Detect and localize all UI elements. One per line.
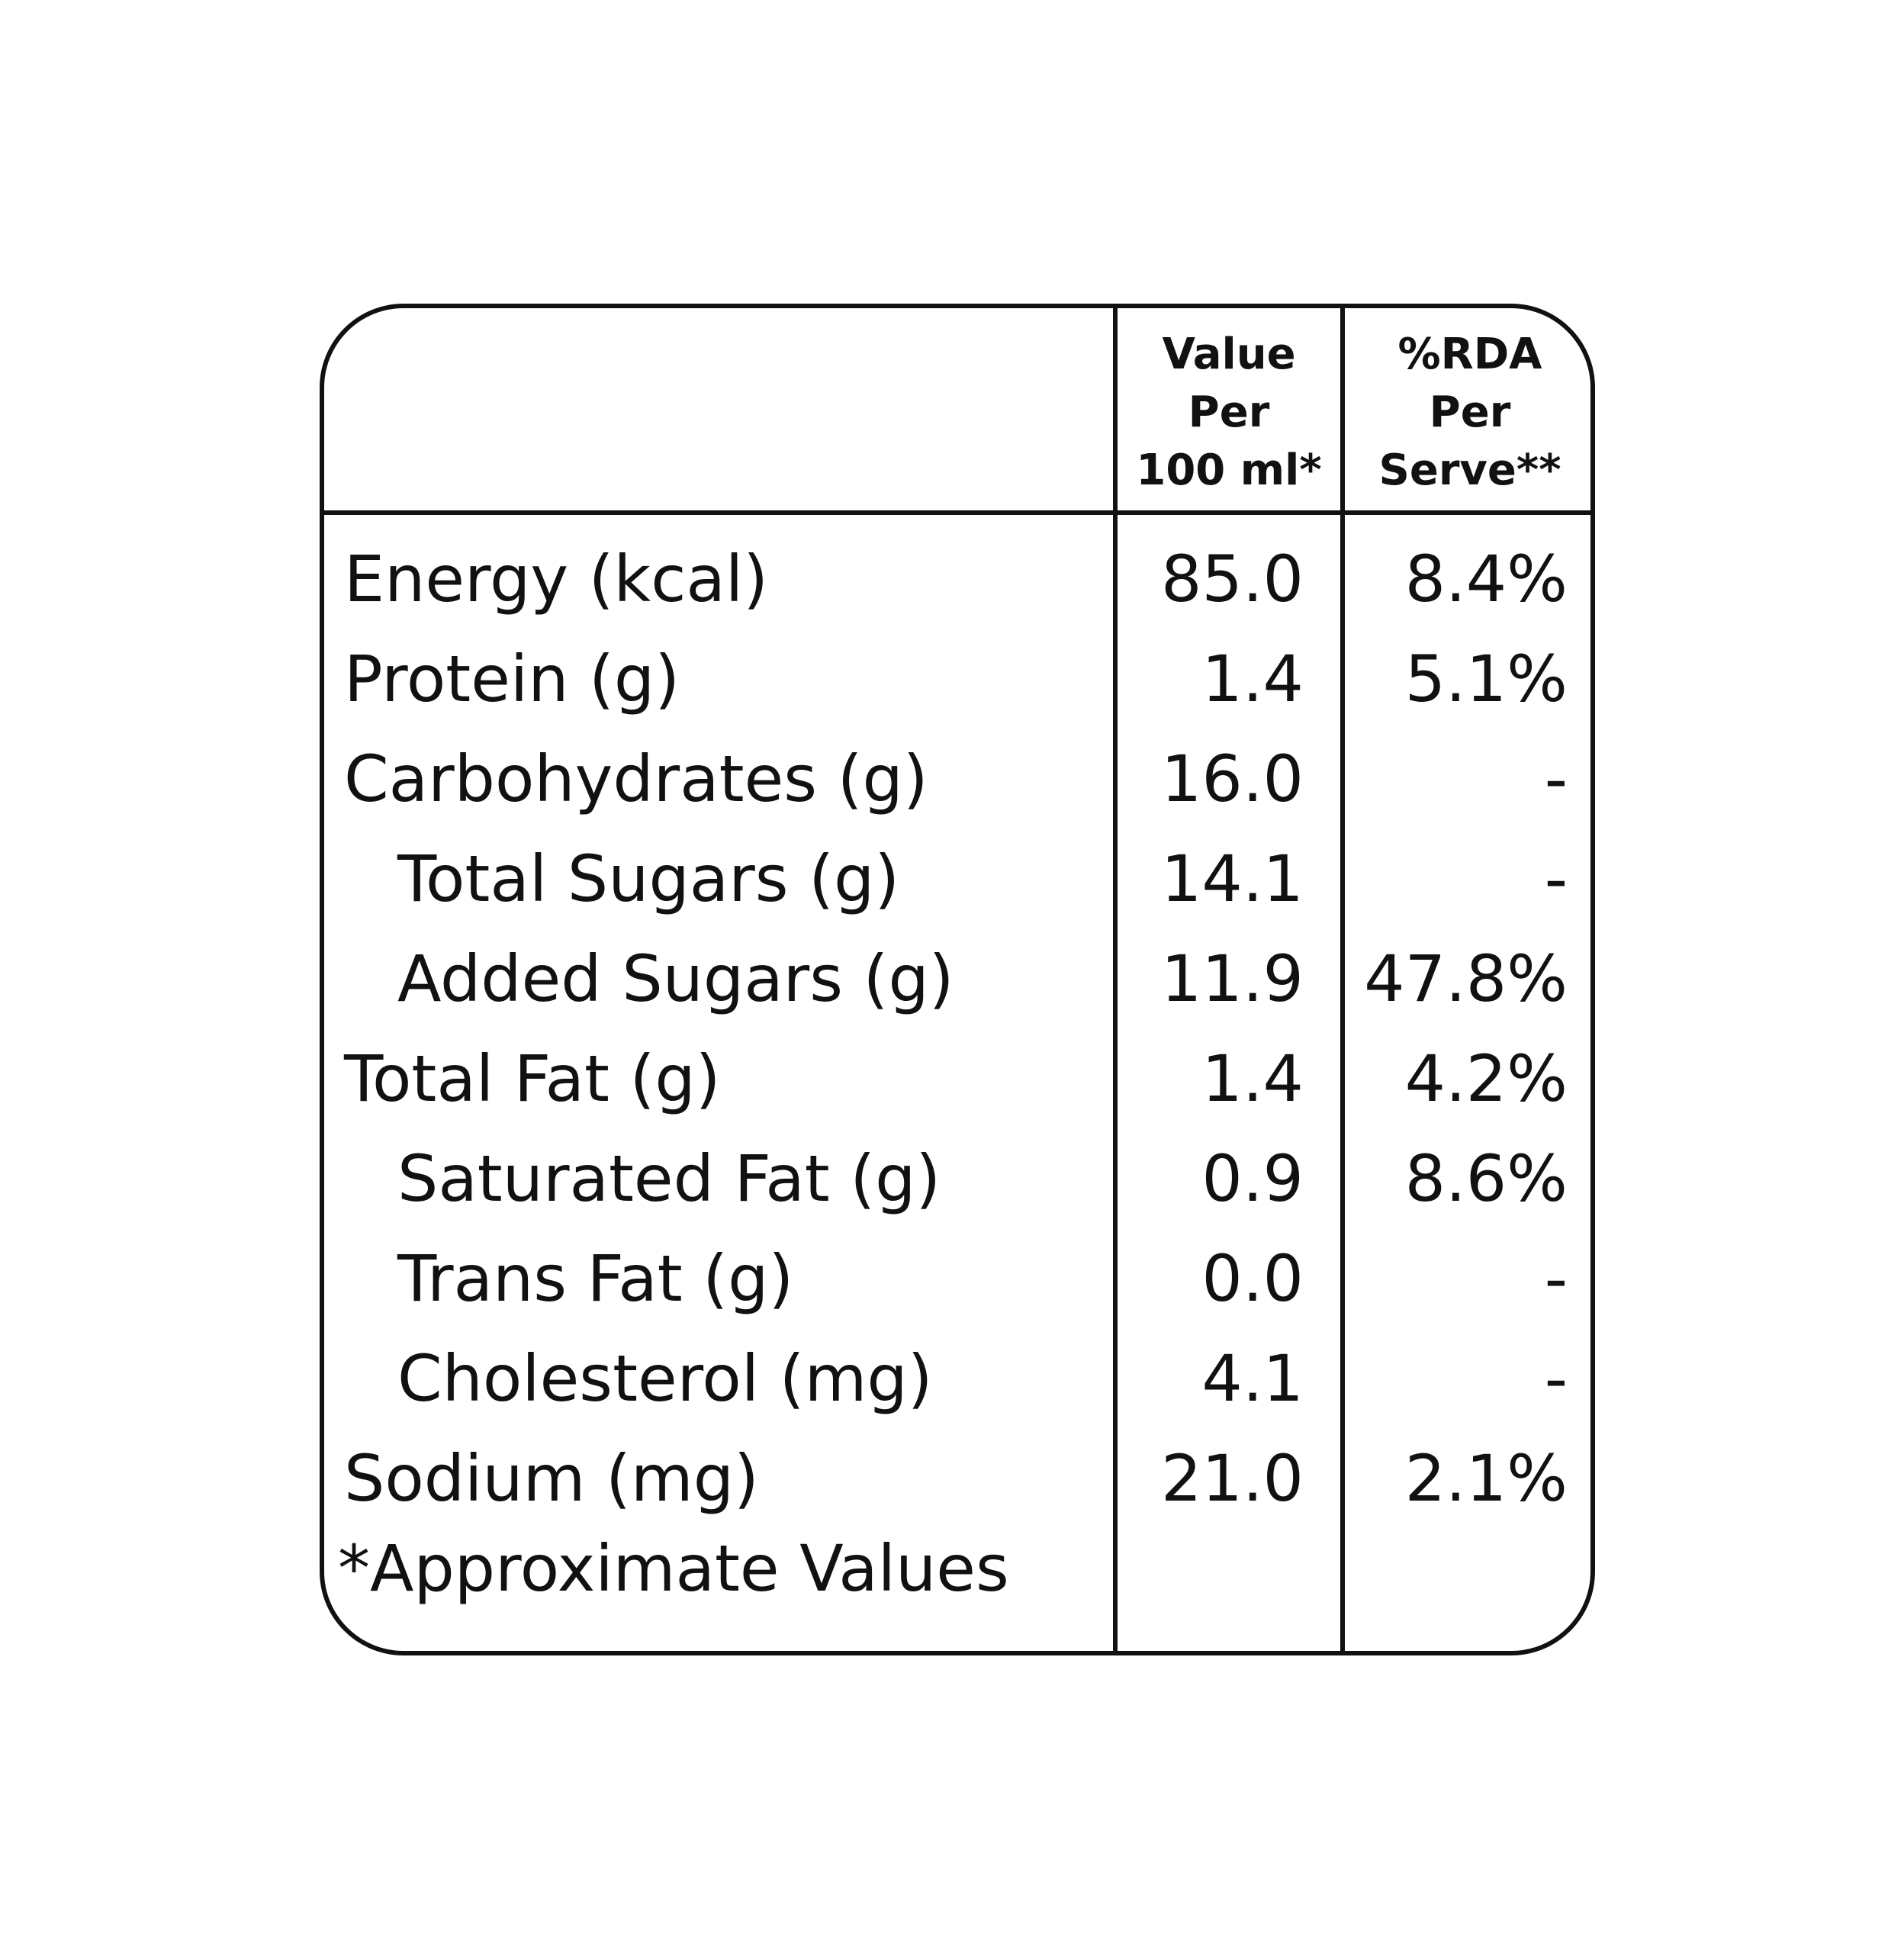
header-rda-line-2: Per	[1429, 388, 1511, 437]
header-rda-line-1: %RDA	[1397, 330, 1542, 379]
row-rda: 8.6%	[1404, 1141, 1568, 1216]
row-value: 14.1	[1160, 841, 1304, 916]
table-row-added-sugars: Added Sugars (g) 11.9 47.8%	[324, 929, 1590, 1029]
row-value: 1.4	[1201, 642, 1304, 716]
header-value-line-1: Value	[1162, 330, 1296, 379]
row-rda: -	[1544, 742, 1568, 816]
row-rda: 5.1%	[1404, 642, 1568, 716]
table-row-total-fat: Total Fat (g) 1.4 4.2%	[324, 1029, 1590, 1129]
row-rda: 47.8%	[1364, 941, 1568, 1016]
row-value: 85.0	[1160, 542, 1304, 616]
row-value: 1.4	[1201, 1041, 1304, 1116]
header-divider	[324, 510, 1590, 515]
table-row-carbohydrates: Carbohydrates (g) 16.0 -	[324, 729, 1590, 829]
row-label: Sodium (mg)	[344, 1441, 759, 1516]
header-rda-per-serve: %RDA Per Serve**	[1345, 325, 1595, 500]
table-row-energy: Energy (kcal) 85.0 8.4%	[324, 529, 1590, 629]
row-rda: 4.2%	[1404, 1041, 1568, 1116]
column-divider-rda	[1340, 308, 1345, 1651]
row-label: Saturated Fat (g)	[397, 1141, 941, 1216]
row-value: 21.0	[1160, 1441, 1304, 1516]
table-row-trans-fat: Trans Fat (g) 0.0 -	[324, 1229, 1590, 1329]
row-rda: 2.1%	[1404, 1441, 1568, 1516]
row-rda: -	[1544, 1341, 1568, 1416]
row-rda: 8.4%	[1404, 542, 1568, 616]
row-label: Cholesterol (mg)	[397, 1341, 933, 1416]
row-value: 0.9	[1201, 1141, 1304, 1216]
table-row-sodium: Sodium (mg) 21.0 2.1%	[324, 1429, 1590, 1529]
row-value: 0.0	[1201, 1241, 1304, 1316]
table-row-cholesterol: Cholesterol (mg) 4.1 -	[324, 1329, 1590, 1429]
row-label: Added Sugars (g)	[397, 941, 954, 1016]
header-value-per-100ml: Value Per 100 ml*	[1118, 325, 1340, 500]
row-rda: -	[1544, 1241, 1568, 1316]
row-label: Total Sugars (g)	[397, 841, 900, 916]
nutrition-table: Value Per 100 ml* %RDA Per Serve** Energ…	[320, 304, 1595, 1655]
row-value: 11.9	[1160, 941, 1304, 1016]
row-rda: -	[1544, 841, 1568, 916]
column-divider-value	[1113, 308, 1118, 1651]
row-value: 4.1	[1201, 1341, 1304, 1416]
row-label: Carbohydrates (g)	[344, 742, 928, 816]
footnote-approximate-values: *Approximate Values	[338, 1531, 1009, 1606]
header-value-line-3: 100 ml*	[1136, 446, 1322, 495]
header-rda-line-3: Serve**	[1378, 446, 1561, 495]
row-value: 16.0	[1160, 742, 1304, 816]
table-row-protein: Protein (g) 1.4 5.1%	[324, 629, 1590, 729]
row-label: Energy (kcal)	[344, 542, 768, 616]
table-row-saturated-fat: Saturated Fat (g) 0.9 8.6%	[324, 1129, 1590, 1229]
row-label: Total Fat (g)	[344, 1041, 721, 1116]
header-value-line-2: Per	[1188, 388, 1270, 437]
row-label: Trans Fat (g)	[397, 1241, 794, 1316]
row-label: Protein (g)	[344, 642, 680, 716]
table-row-total-sugars: Total Sugars (g) 14.1 -	[324, 829, 1590, 929]
